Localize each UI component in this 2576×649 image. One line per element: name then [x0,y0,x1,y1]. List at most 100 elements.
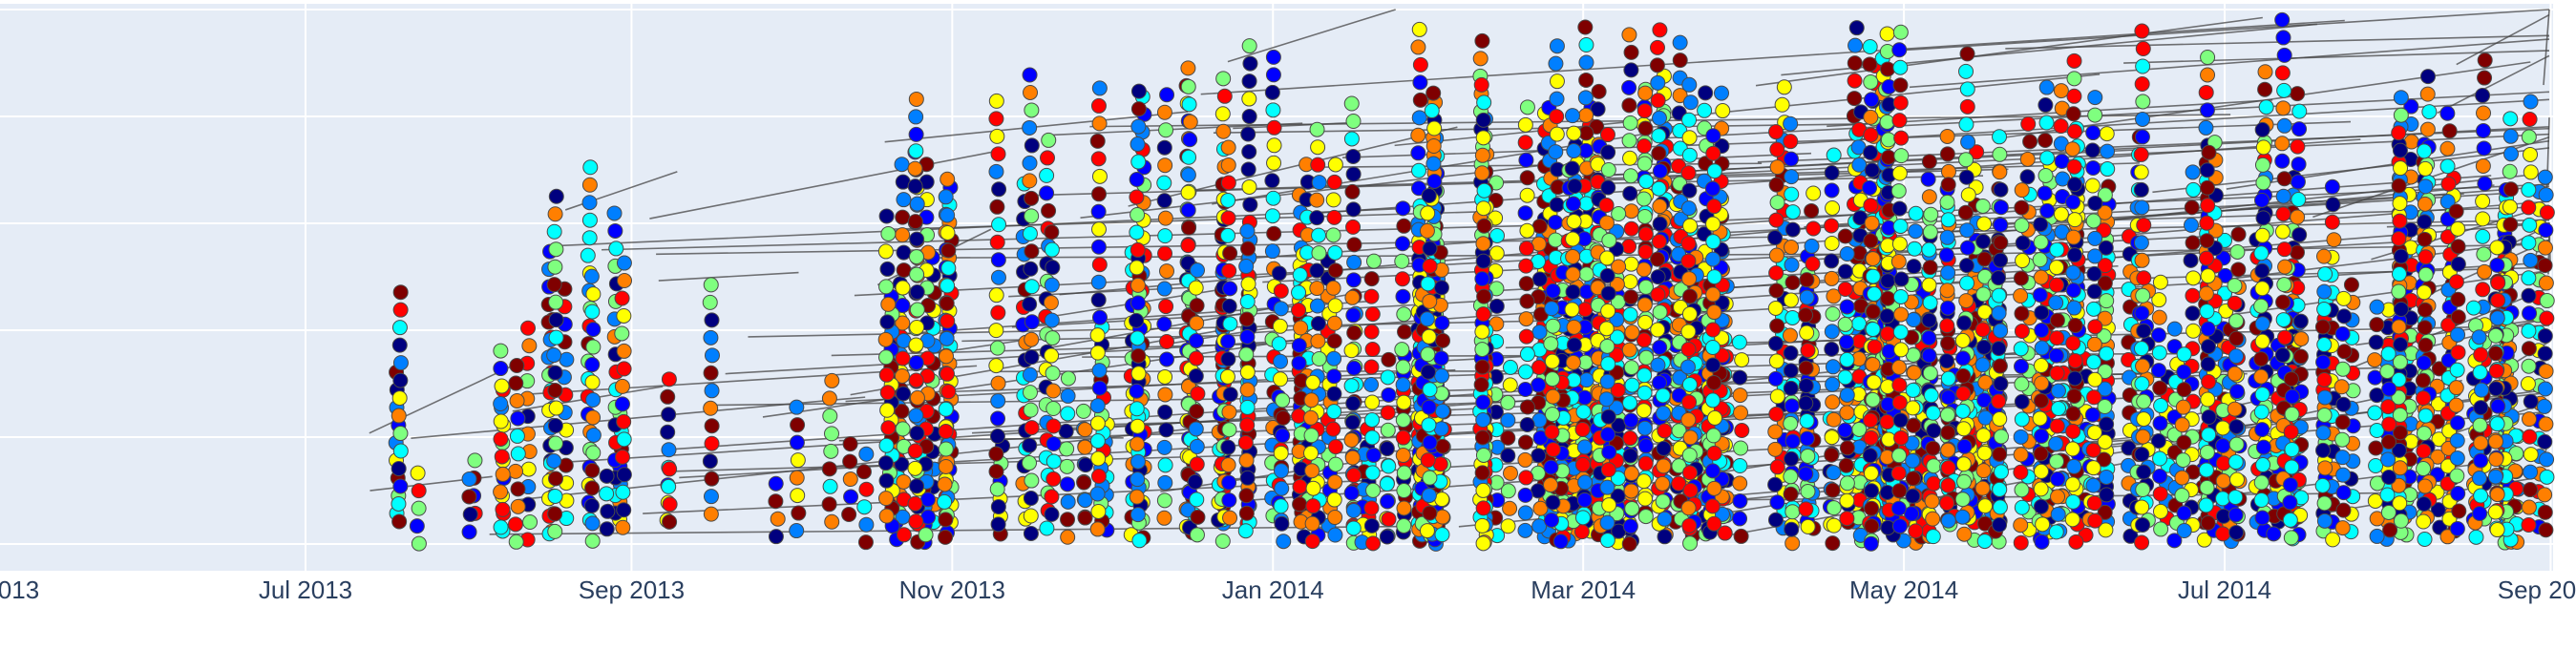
data-point [547,259,563,275]
data-point [1309,262,1325,279]
data-point [1906,365,1922,381]
data-point [1862,38,1878,54]
data-point [1704,339,1721,355]
data-point [662,461,678,477]
data-point [2537,381,2553,397]
data-point [1575,404,1592,420]
data-point [1774,96,1790,113]
data-point [1565,266,1581,283]
data-point [2086,265,2102,282]
data-point [1956,526,1973,542]
data-point [1652,163,1668,179]
data-point [1863,144,1879,160]
data-point [1717,525,1733,541]
data-point [1022,155,1038,171]
data-point [1680,341,1697,357]
data-point [1837,281,1853,297]
data-point [2537,258,2553,274]
data-point [877,455,894,471]
data-point [410,465,426,481]
data-point [1266,137,1282,154]
data-point [1517,434,1533,450]
data-point [1638,173,1655,189]
data-point [896,192,912,208]
data-point [1544,424,1560,440]
data-point [1023,491,1039,507]
data-point [1517,382,1533,398]
data-point [1395,359,1411,375]
data-point [1519,99,1535,115]
data-point [1327,474,1343,491]
data-point [1475,200,1491,217]
data-point [1275,392,1291,408]
data-point [2048,347,2064,364]
data-point [548,400,564,416]
data-point [879,402,896,418]
data-point [1157,228,1173,244]
data-point [1344,414,1361,430]
data-point [2473,435,2489,451]
data-point [1518,470,1534,486]
data-point [1044,224,1060,241]
data-point [2166,321,2183,337]
data-point [1328,456,1344,472]
data-point [546,347,562,364]
data-point [1679,359,1696,375]
data-point [1476,94,1492,111]
data-point [1622,448,1638,464]
data-point [1768,212,1784,228]
data-point [662,496,678,513]
data-point [938,529,954,545]
data-point [1434,492,1450,508]
data-point [2393,107,2409,123]
data-point [2274,11,2291,28]
data-point [1303,445,1320,461]
data-point [1326,368,1342,385]
data-point [1706,199,1722,215]
data-point [2317,389,2333,406]
data-point [1769,318,1785,334]
data-point [2369,528,2385,544]
data-point [842,453,858,470]
data-point [1130,295,1146,311]
data-point [1077,422,1093,438]
data-point [2176,382,2192,398]
data-point [2085,160,2101,177]
data-point [2087,319,2103,335]
data-point [2200,356,2216,372]
data-point [1908,523,1924,539]
data-point [1266,225,1282,241]
data-point [2039,202,2056,219]
data-point [547,488,563,504]
data-point [2151,345,2167,361]
data-point [1705,145,1721,161]
data-point [1783,134,1799,150]
data-point [1847,55,1863,72]
data-point [2503,146,2520,162]
data-point [1940,442,1956,458]
data-point [1826,517,1842,534]
data-point [1024,314,1040,330]
data-point [1672,52,1688,69]
data-point [2033,463,2049,479]
data-point [1974,357,1991,373]
data-point [1623,203,1639,220]
data-point [896,262,912,279]
data-point [1922,366,1938,382]
data-point [1549,91,1565,107]
data-point [1976,216,1993,232]
data-point [1544,371,1560,387]
data-point [2324,214,2340,230]
data-point [2215,420,2231,436]
data-point [1129,383,1145,399]
data-point [879,261,896,277]
data-point [1767,370,1784,387]
data-point [1681,182,1698,199]
data-point [1024,208,1040,224]
data-point [2066,247,2082,263]
data-point [461,471,477,487]
data-point [1921,347,1937,364]
data-point [789,399,805,415]
data-point [2066,123,2082,139]
data-point [1156,193,1172,209]
